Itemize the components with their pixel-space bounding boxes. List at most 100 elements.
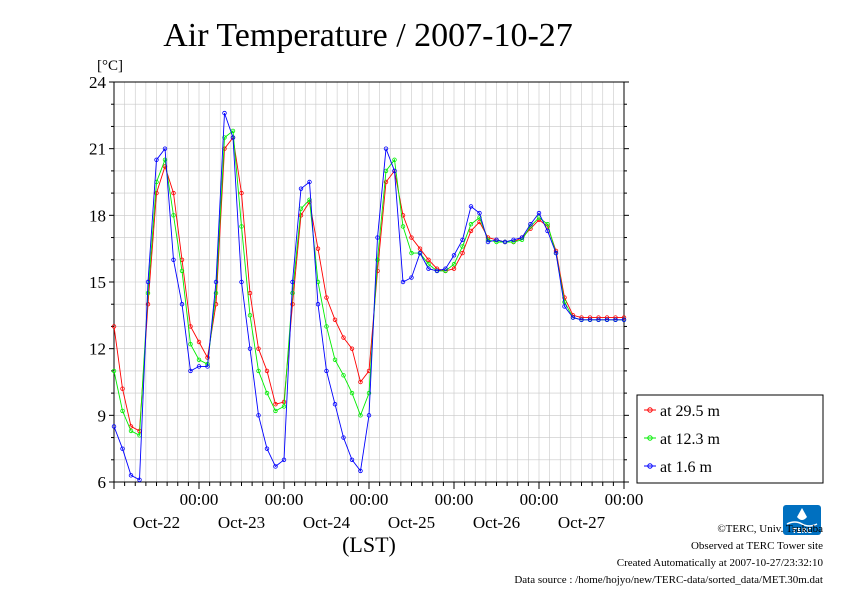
x-tick-date-label: Oct-23 (218, 513, 265, 532)
x-tick-time-label: 00:00 (520, 490, 559, 509)
data-point (111, 424, 117, 429)
data-point (545, 222, 550, 227)
footer-created: Created Automatically at 2007-10-27/23:3… (617, 557, 824, 569)
series-line (113, 112, 624, 481)
data-point (621, 317, 627, 322)
data-point (375, 235, 380, 240)
data-point (205, 364, 210, 369)
data-point (196, 339, 202, 345)
data-point (451, 266, 457, 271)
y-axis-ticks: 6 9 12 15 18 21 24 (89, 73, 629, 492)
data-point (188, 342, 193, 347)
data-point (451, 253, 457, 258)
data-point (511, 237, 516, 242)
data-point (468, 222, 474, 227)
x-tick-time-label: 00:00 (180, 490, 219, 509)
data-point (120, 446, 125, 451)
data-point (341, 373, 346, 378)
y-tick-label: 12 (89, 340, 106, 359)
data-point (562, 304, 567, 309)
legend-swatch-marker (647, 435, 653, 441)
series-layer (111, 110, 627, 482)
data-point (290, 302, 295, 307)
data-point (315, 246, 321, 251)
data-point (528, 222, 533, 227)
data-point (409, 250, 414, 256)
data-point (281, 457, 287, 462)
data-point (570, 315, 576, 320)
data-point (349, 346, 355, 351)
data-point (443, 266, 448, 271)
data-point (256, 346, 261, 351)
data-point (545, 228, 550, 234)
x-tick-date-label: Oct-25 (388, 513, 435, 532)
data-point (349, 390, 355, 396)
y-tick-label: 15 (89, 273, 106, 292)
chart-title: Air Temperature / 2007-10-27 (163, 17, 573, 54)
grid-lines (113, 81, 625, 483)
data-point (426, 257, 431, 262)
data-point (111, 368, 117, 374)
x-tick-date-label: Oct-26 (473, 513, 520, 532)
x-tick-time-label: 00:00 (265, 490, 304, 509)
data-point (417, 246, 423, 251)
data-point (536, 210, 542, 216)
data-point (613, 317, 618, 322)
y-tick-label: 18 (89, 206, 106, 225)
series-line (113, 136, 624, 432)
terc-logo: TERC (783, 505, 821, 535)
series-line (113, 130, 624, 437)
y-tick-label: 21 (89, 140, 106, 159)
footer-copyright: ©TERC, Univ. Tsukuba (717, 523, 823, 535)
data-point (213, 279, 219, 285)
data-point (341, 435, 346, 440)
data-point (468, 228, 474, 234)
data-point (366, 413, 372, 418)
legend-box (636, 394, 824, 484)
legend-swatch-marker (647, 463, 653, 469)
legend-swatch-marker (647, 407, 653, 413)
data-point (477, 210, 482, 216)
data-point (213, 290, 219, 296)
x-tick-time-label: 00:00 (605, 490, 644, 509)
data-point (264, 446, 270, 451)
x-tick-time-label: 00:00 (350, 490, 389, 509)
data-point (188, 368, 193, 374)
legend-label: at 29.5 m (660, 403, 721, 420)
data-point (120, 408, 125, 414)
data-point (171, 257, 176, 262)
data-point (264, 390, 270, 396)
data-point (154, 190, 159, 196)
data-point (383, 179, 389, 185)
data-point (264, 368, 270, 374)
data-point (502, 239, 508, 245)
data-point (392, 157, 397, 162)
data-point (332, 402, 338, 407)
terc-logo-text: TERC (792, 527, 812, 535)
data-point (392, 168, 397, 174)
data-point (298, 213, 304, 218)
data-point (324, 295, 329, 300)
x-tick-time-label: 00:00 (435, 490, 474, 509)
data-point (460, 237, 465, 242)
data-point (468, 204, 474, 209)
data-point (179, 268, 185, 274)
data-point (604, 317, 610, 322)
data-point (349, 457, 355, 462)
data-point (358, 379, 363, 385)
data-point (256, 413, 261, 418)
data-point (222, 110, 227, 116)
data-point (239, 224, 244, 229)
y-axis-unit-label: [°C] (97, 58, 123, 74)
data-point (239, 190, 244, 196)
data-point (247, 346, 253, 351)
data-point (137, 477, 142, 482)
data-point (519, 235, 525, 240)
data-point (477, 215, 482, 220)
data-point (494, 237, 499, 242)
data-point (358, 468, 363, 474)
data-point (239, 279, 244, 285)
data-point (409, 235, 414, 240)
data-point (128, 428, 134, 434)
